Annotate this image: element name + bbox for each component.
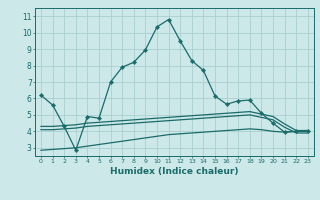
X-axis label: Humidex (Indice chaleur): Humidex (Indice chaleur)	[110, 167, 239, 176]
